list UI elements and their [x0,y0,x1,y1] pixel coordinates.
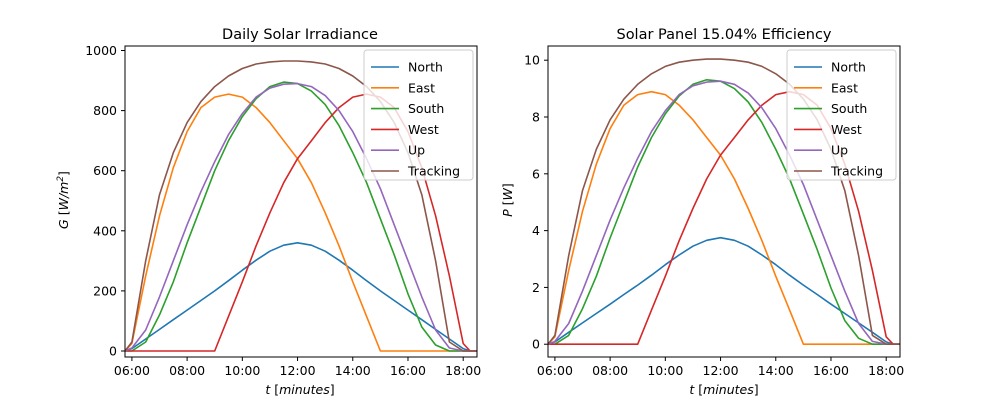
legend-label-east: East [408,80,435,95]
series-line-east [124,93,477,352]
legend: North East South West Up Tracking [363,49,474,181]
y-axis-label: P [W] [500,183,515,217]
x-tick-label: 10:00 [224,363,260,378]
legend-label-south: South [408,101,444,116]
axes-frame [547,45,901,358]
y-tick-label: 2 [532,280,540,295]
x-tick-label: 10:00 [647,363,683,378]
legend-label-up: Up [408,143,425,158]
series-line-west [548,90,900,346]
chart-irradiance: Daily Solar Irradiance 06:00 08:00 10:00 12… [56,27,481,397]
chart-title: Daily Solar Irradiance [222,27,378,43]
legend-label-west: West [408,122,439,137]
x-tick-label: 18:00 [868,363,904,378]
series-line-east [547,90,900,346]
chart-panel-power: Solar Panel 15.04% Efficiency 06:00 08:00… [500,27,904,397]
series-line-up [124,82,477,352]
series-line-north [124,242,477,352]
y-tick-label: 800 [93,103,117,118]
x-axis-label: t [minutes] [689,382,758,397]
legend-label-south: South [831,101,867,116]
legend-label-east: East [831,80,858,95]
legend-label-north: North [408,60,443,75]
y-tick-label: 8 [532,110,540,125]
series-line-south [548,79,900,346]
x-tick-label: 14:00 [758,363,794,378]
y-tick-label: 0 [109,343,117,358]
y-tick-label: 4 [532,223,540,238]
series-line-west [125,93,477,352]
x-axis-label: t [minutes] [265,382,334,397]
x-tick-label: 08:00 [169,363,205,378]
legend: North East South West Up Tracking [786,49,897,181]
x-tick-label: 12:00 [280,363,316,378]
x-tick-label: 06:00 [114,363,150,378]
x-tick-label: 12:00 [703,363,739,378]
plot-area: 06:00 08:00 10:00 12:00 14:00 16:00 18:00 0 200 4… [85,43,481,378]
x-tick-label: 18:00 [445,363,481,378]
plot-area: 06:00 08:00 10:00 12:00 14:00 16:00 18:00 0 2 4 6 8… [524,45,904,378]
x-tick-label: 06:00 [537,363,573,378]
y-axis-label: G [W/m2] [56,171,71,229]
y-tick-label: 6 [532,166,540,181]
series-line-south [125,81,477,352]
legend-label-north: North [831,60,866,75]
series-line-tracking [124,60,477,352]
series-line-up [547,80,900,346]
axes-frame [124,45,478,358]
x-tick-label: 08:00 [592,363,628,378]
legend-box [363,49,474,181]
y-tick-label: 200 [93,283,117,298]
x-tick-label: 16:00 [390,363,426,378]
y-tick-label: 0 [532,337,540,352]
y-tick-label: 600 [93,163,117,178]
legend-label-up: Up [831,143,848,158]
y-tick-label: 1000 [85,43,117,58]
y-tick-label: 10 [524,53,540,68]
legend-label-west: West [831,122,862,137]
legend-box [786,49,897,181]
y-tick-label: 400 [93,223,117,238]
chart-title: Solar Panel 15.04% Efficiency [616,27,831,43]
series-line-north [547,236,900,346]
legend-label-tracking: Tracking [407,164,460,179]
series-line-tracking [547,58,900,346]
x-tick-label: 16:00 [813,363,849,378]
legend-label-tracking: Tracking [830,164,883,179]
x-tick-label: 14:00 [335,363,371,378]
